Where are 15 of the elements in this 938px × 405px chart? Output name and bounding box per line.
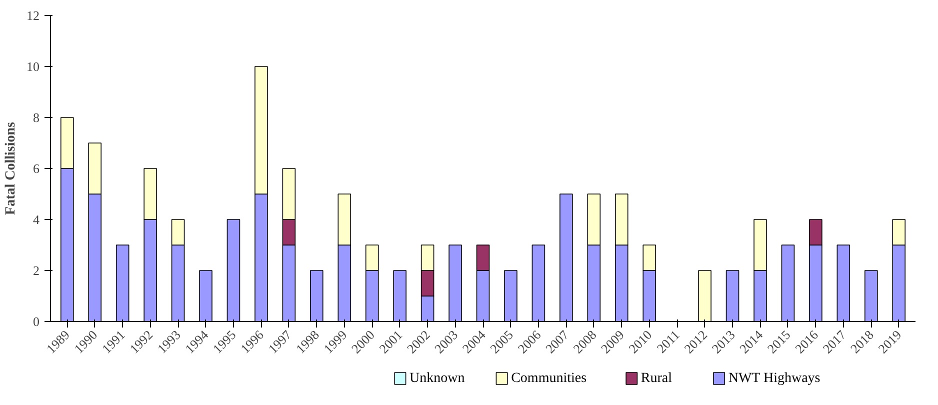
legend-label: NWT Highways (728, 371, 820, 386)
legend-label: Communities (511, 371, 587, 386)
y-axis-title: Fatal Collisions (4, 121, 18, 215)
y-tick-label: 4 (33, 212, 40, 227)
x-tick-label: 2011 (654, 327, 682, 356)
y-tick-label: 6 (33, 161, 40, 176)
x-tick-label: 2001 (376, 327, 406, 356)
legend-label: Rural (640, 371, 672, 386)
y-tick-label: 12 (26, 8, 40, 23)
y-tick-label: 10 (26, 59, 40, 74)
y-tick-label: 8 (33, 110, 40, 125)
y-tick-label: 0 (33, 314, 40, 329)
x-tick-label: 1991 (98, 327, 128, 356)
legend-label: Unknown (410, 371, 465, 386)
y-tick-label: 2 (33, 263, 40, 278)
